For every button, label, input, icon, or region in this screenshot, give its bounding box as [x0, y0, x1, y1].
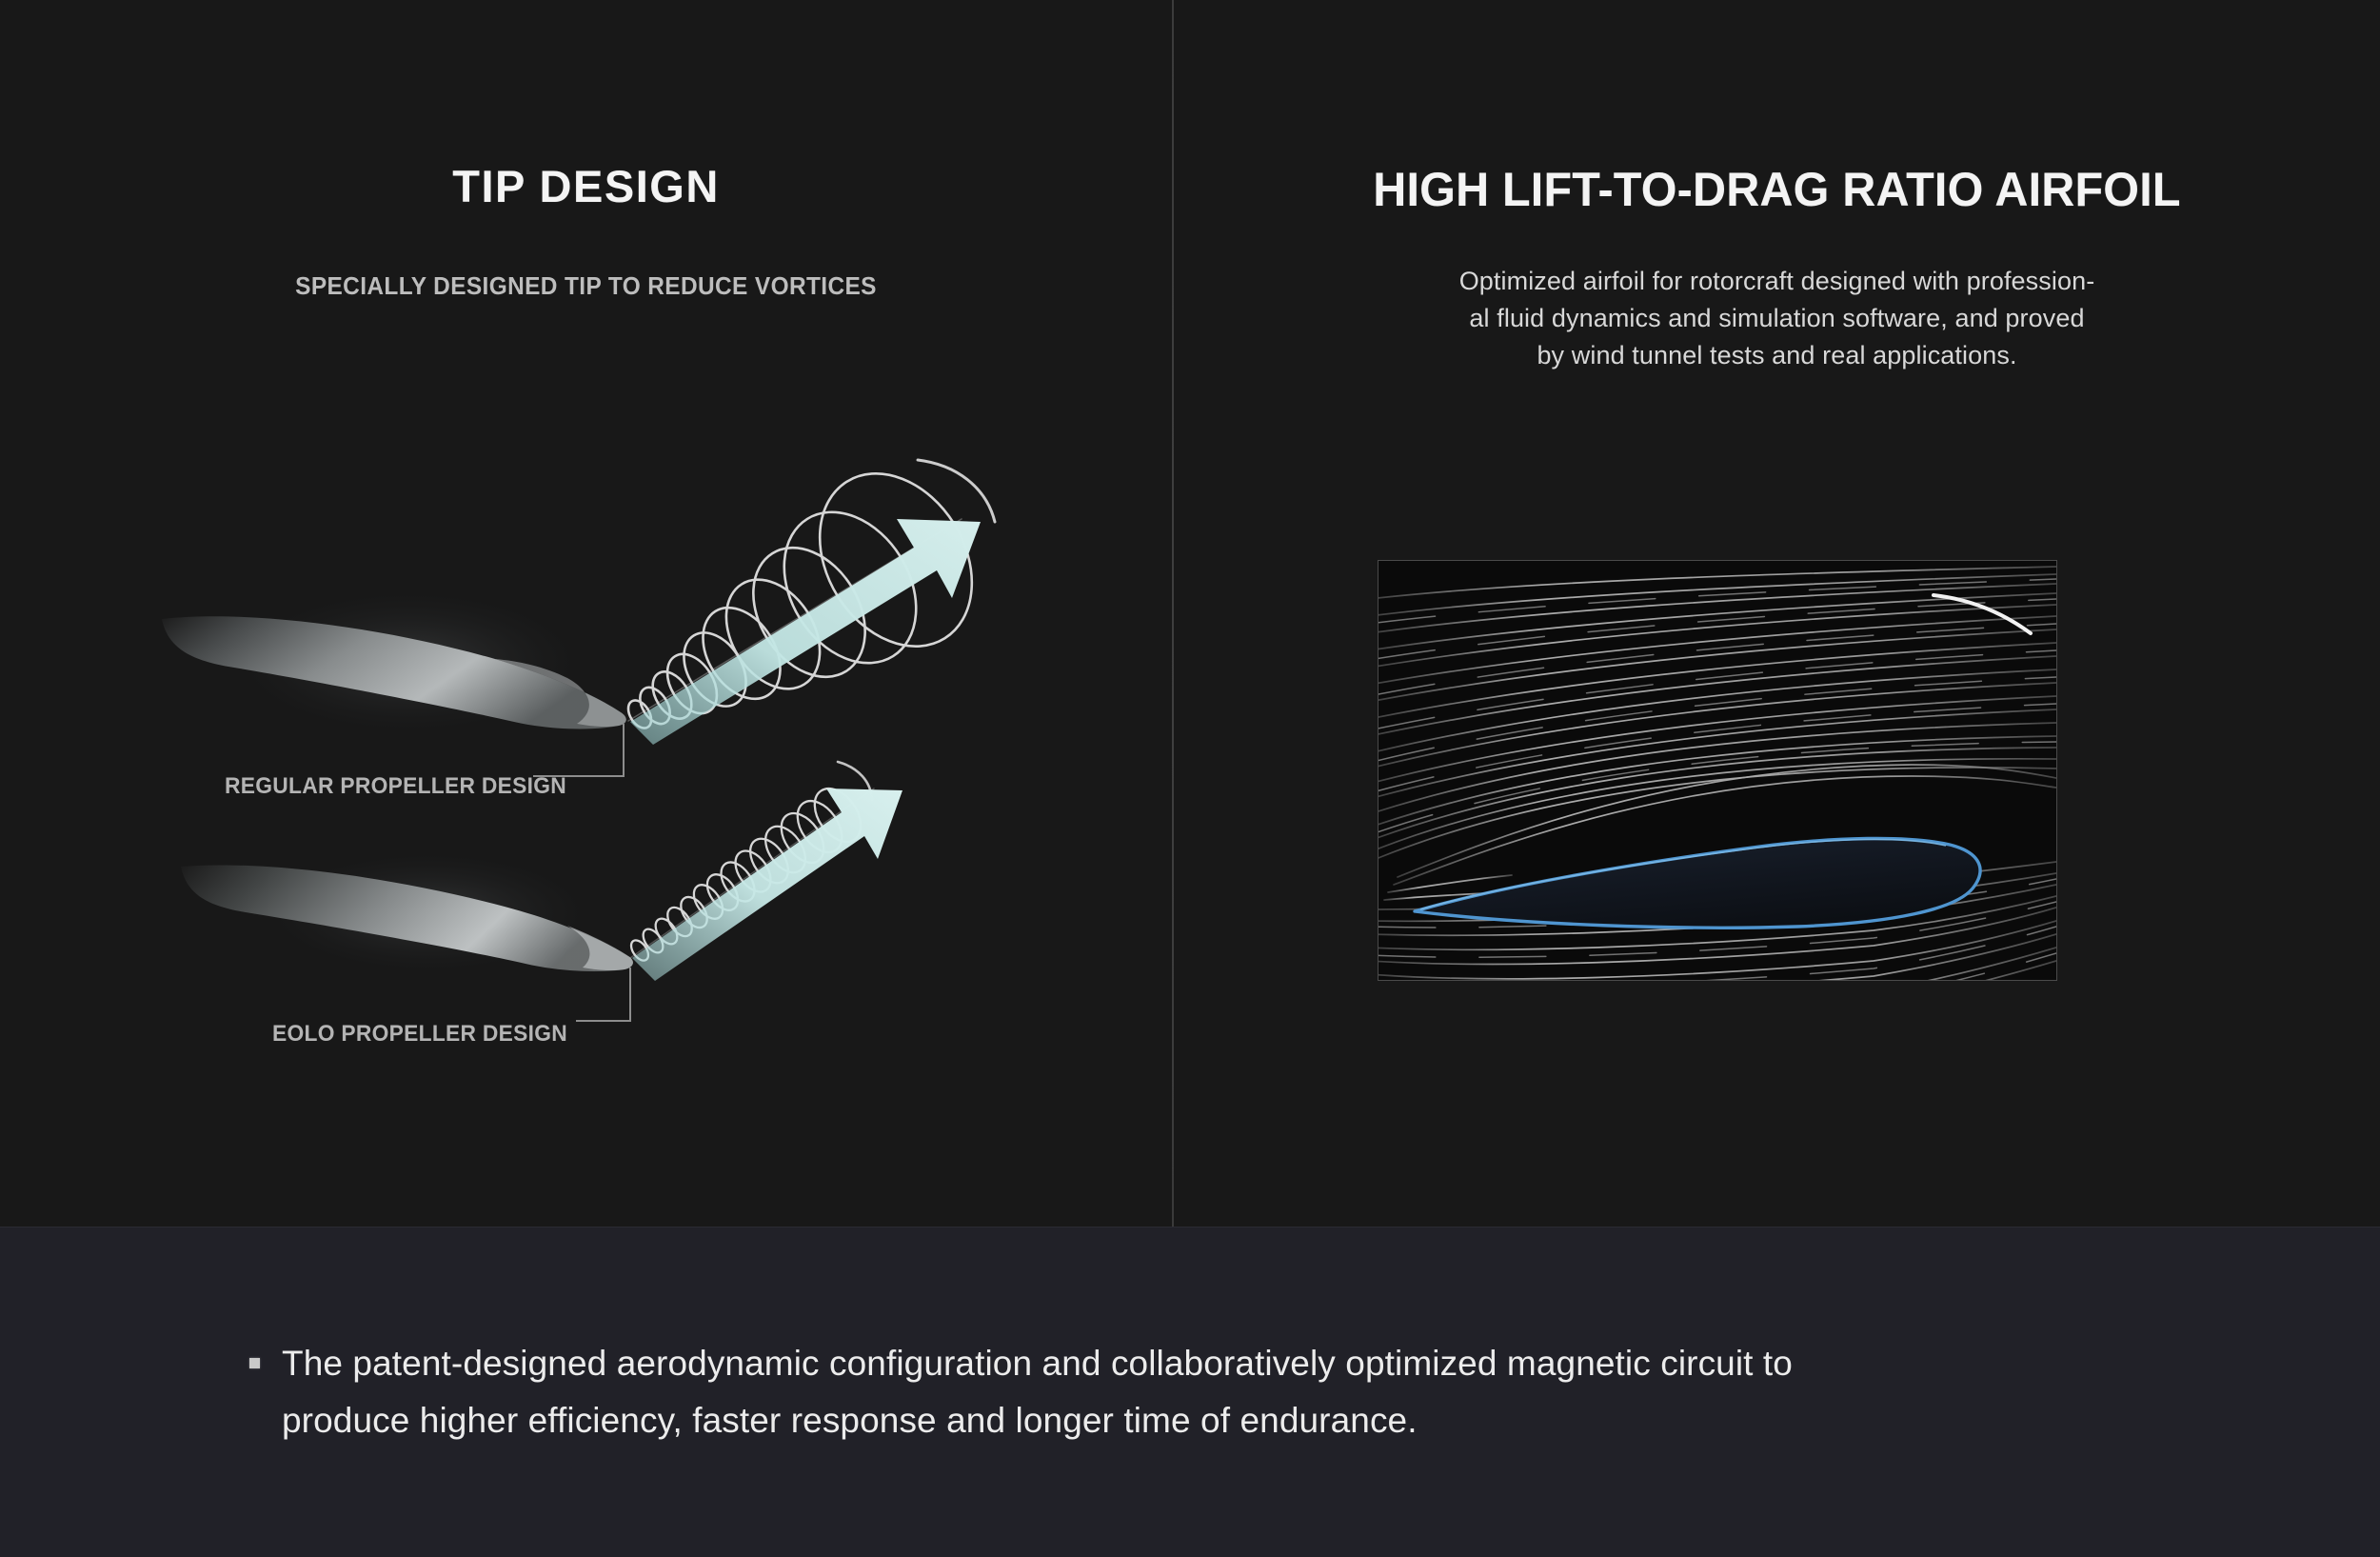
panel-tip-design: TIP DESIGN SPECIALLY DESIGNED TIP TO RED… [0, 0, 1172, 1227]
footer-text-line-1: The patent-designed aerodynamic configur… [282, 1344, 1793, 1383]
square-bullet-icon [249, 1358, 260, 1368]
label-regular-propeller-design: REGULAR PROPELLER DESIGN [225, 773, 567, 799]
leader-line-eolo [576, 968, 631, 1022]
airfoil-description-line-1: Optimized airfoil for rotorcraft designe… [1458, 267, 2095, 295]
regular-airflow-arrow [630, 519, 981, 745]
footer-bullet-item: The patent-designed aerodynamic configur… [249, 1335, 2115, 1449]
eolo-airflow-arrow [632, 788, 902, 981]
propeller-tip-vortex-comparison-diagram [0, 381, 1172, 1105]
page-title-tip-design: TIP DESIGN [452, 161, 720, 211]
leader-line-regular [533, 724, 625, 777]
footer-text-line-2: produce higher efficiency, faster respon… [282, 1400, 1418, 1440]
page-title-airfoil: HIGH LIFT-TO-DRAG RATIO AIRFOIL [1373, 163, 2181, 216]
airfoil-description-line-3: by wind tunnel tests and real applicatio… [1537, 340, 2017, 369]
label-eolo-propeller-design: EOLO PROPELLER DESIGN [272, 1021, 568, 1047]
footer-bullet-text: The patent-designed aerodynamic configur… [282, 1335, 1793, 1449]
highlight-streamline [1932, 593, 2033, 635]
streamline-field [1378, 566, 2056, 980]
upper-section: TIP DESIGN SPECIALLY DESIGNED TIP TO RED… [0, 0, 2380, 1227]
regular-propeller-blade [162, 571, 628, 752]
eolo-propeller-blade [181, 836, 633, 988]
vertical-divider [1172, 0, 1174, 1227]
panel-airfoil: HIGH LIFT-TO-DRAG RATIO AIRFOIL Optimize… [1174, 0, 2380, 1227]
airfoil-cross-section [1413, 836, 1982, 929]
airfoil-description-line-2: al fluid dynamics and simulation softwar… [1469, 303, 2085, 332]
subtitle-tip-design: SPECIALLY DESIGNED TIP TO REDUCE VORTICE… [295, 271, 877, 300]
regular-vortex-helix [626, 458, 997, 729]
streamline-texture [1378, 578, 2056, 980]
cfd-airfoil-streamline-simulation [1378, 560, 2057, 981]
footer-highlight-band: The patent-designed aerodynamic configur… [0, 1227, 2380, 1557]
airfoil-description: Optimized airfoil for rotorcraft designe… [1382, 263, 2172, 374]
